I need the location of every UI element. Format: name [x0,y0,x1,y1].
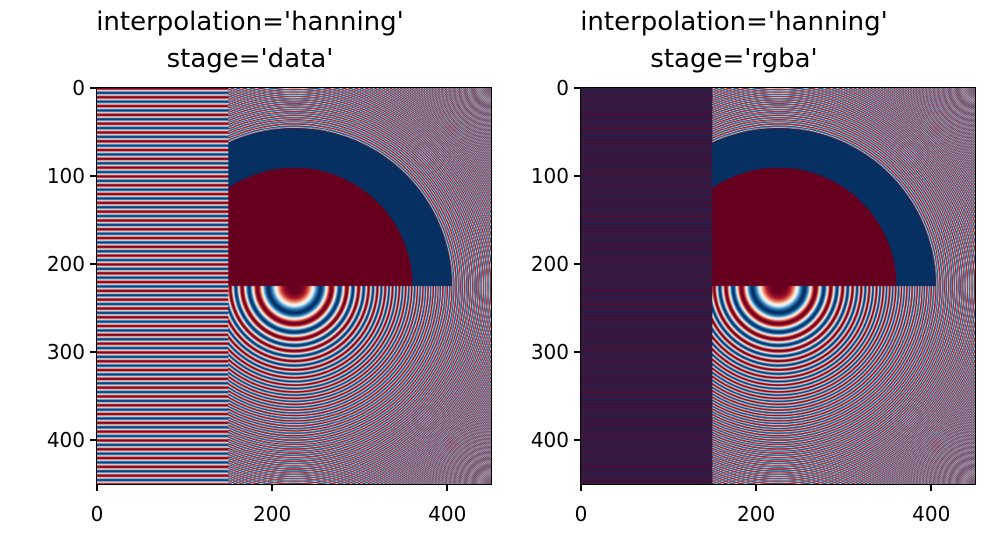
chart-title: interpolation='hanning' stage='data' [0,4,500,78]
y-tick-label: 200 [530,252,569,276]
y-tick-label: 400 [46,428,85,452]
y-tick-label: 100 [46,164,85,188]
x-tick-mark [96,484,98,491]
y-tick-mark [90,87,97,89]
y-tick-mark [90,263,97,265]
image-plot [97,88,491,484]
y-tick-label: 0 [556,76,569,100]
image-plot [581,88,975,484]
image-axes [96,87,492,485]
chart-title: interpolation='hanning' stage='rgba' [484,4,984,78]
panel-data: interpolation='hanning' stage='data' 0 200… [0,4,500,526]
y-tick-mark [90,351,97,353]
x-tick-mark [755,484,757,491]
y-tick-mark [90,175,97,177]
y-tick-label: 200 [46,252,85,276]
y-tick-mark [574,439,581,441]
title-line-1: interpolation='hanning' [580,7,888,37]
y-tick-mark [574,175,581,177]
title-line-2: stage='data' [166,44,334,74]
x-tick-mark [446,484,448,491]
x-tick-label: 0 [90,502,104,526]
x-tick-label: 0 [574,502,588,526]
y-tick-mark [574,87,581,89]
title-line-2: stage='rgba' [650,44,818,74]
x-tick-label: 200 [253,502,292,526]
panel-rgba: interpolation='hanning' stage='rgba' 0 200… [484,0,984,540]
image-axes [580,87,976,485]
y-tick-label: 300 [46,340,85,364]
y-tick-label: 400 [530,428,569,452]
axes-frame [96,87,492,485]
x-tick-label: 200 [737,502,776,526]
x-tick-mark [271,484,273,491]
x-tick-label: 400 [912,502,951,526]
y-tick-mark [90,439,97,441]
x-tick-mark [930,484,932,491]
y-tick-mark [574,351,581,353]
axes-frame [580,87,976,485]
y-tick-label: 100 [530,164,569,188]
y-tick-mark [574,263,581,265]
y-tick-label: 300 [530,340,569,364]
x-tick-mark [580,484,582,491]
y-tick-label: 0 [72,76,85,100]
x-tick-label: 400 [428,502,467,526]
title-line-1: interpolation='hanning' [96,7,404,37]
